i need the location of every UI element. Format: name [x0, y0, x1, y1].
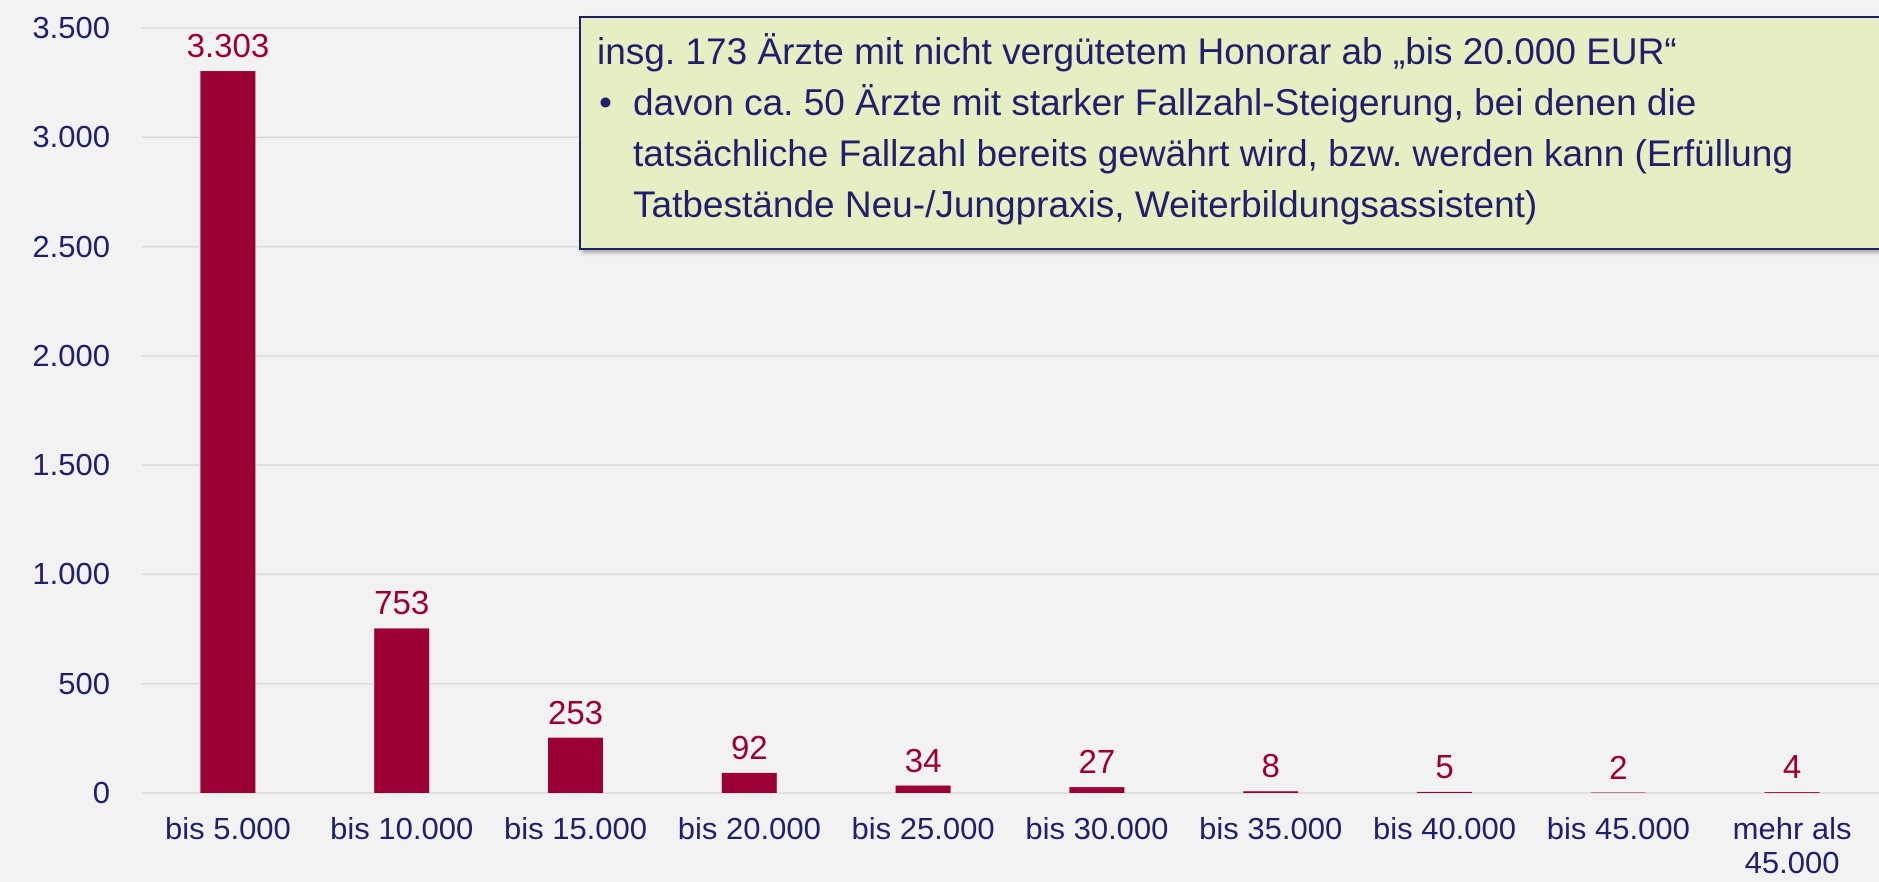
x-tick-label: bis 45.000 [1546, 811, 1690, 846]
value-label: 92 [730, 728, 768, 766]
x-tick-label: bis 5.000 [164, 811, 291, 846]
bar [1243, 791, 1299, 793]
x-tick-label: mehr als 45.000 [1732, 811, 1852, 880]
x-tick-label: bis 40.000 [1372, 811, 1517, 846]
x-tick-label: bis 15.000 [503, 811, 648, 846]
y-tick-label: 500 [58, 665, 110, 701]
bar [374, 628, 430, 793]
bar [1764, 792, 1820, 793]
bar [895, 785, 951, 793]
value-label: 34 [904, 741, 942, 779]
y-tick-label: 1.500 [32, 447, 110, 483]
bar [721, 772, 777, 793]
value-label: 753 [374, 584, 430, 622]
annotation-box: insg. 173 Ärzte mit nicht vergütetem Hon… [579, 16, 1879, 250]
x-tick-label: bis 20.000 [677, 811, 821, 846]
x-tick-label: bis 10.000 [330, 811, 474, 846]
annotation-list: davon ca. 50 Ärzte mit starker Fallzahl-… [597, 77, 1879, 230]
y-tick-label: 2.000 [32, 337, 110, 373]
y-tick-label: 0 [92, 775, 110, 810]
value-label: 4 [1782, 748, 1802, 786]
x-tick-label: bis 30.000 [1025, 811, 1169, 846]
annotation-bullet: davon ca. 50 Ärzte mit starker Fallzahl-… [599, 77, 1879, 230]
annotation-title: insg. 173 Ärzte mit nicht vergütetem Hon… [597, 31, 1677, 72]
value-label: 3.303 [186, 27, 270, 65]
value-label: 2 [1609, 748, 1628, 786]
y-tick-label: 3.500 [32, 10, 110, 45]
bar [1417, 791, 1472, 793]
bar [200, 71, 256, 793]
y-tick-label: 1.000 [32, 556, 110, 592]
value-label: 8 [1261, 747, 1280, 785]
bar [548, 737, 603, 793]
value-label: 5 [1435, 747, 1454, 785]
y-tick-label: 2.500 [32, 228, 110, 264]
value-label: 253 [547, 693, 604, 731]
y-tick-label: 3.000 [32, 119, 110, 155]
x-tick-label: bis 35.000 [1199, 811, 1343, 846]
x-tick-label: bis 25.000 [851, 811, 995, 846]
value-label: 27 [1078, 743, 1116, 781]
bar [1069, 787, 1125, 793]
